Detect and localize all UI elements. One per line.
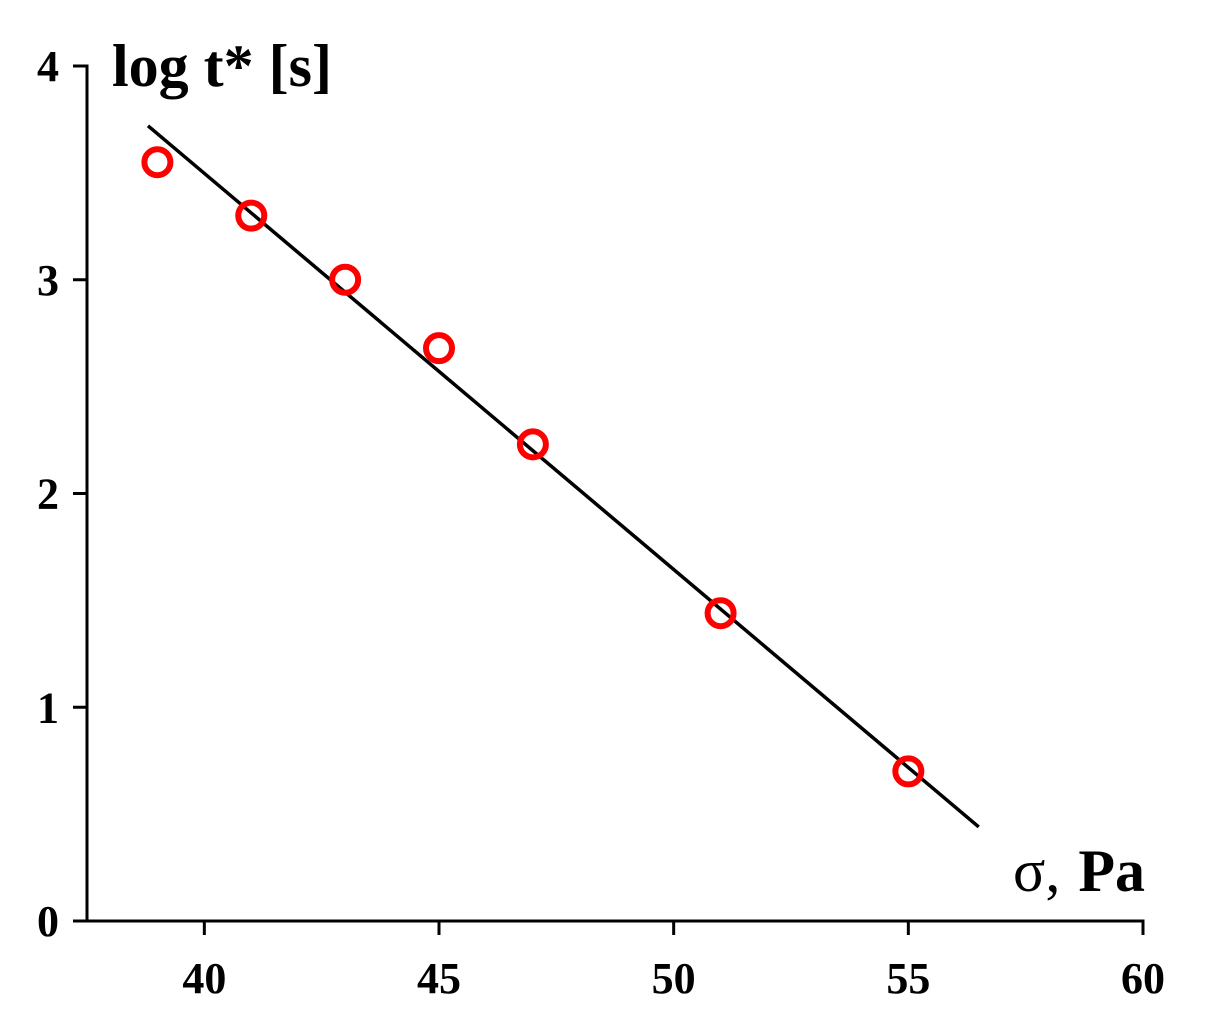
y-tick-label: 2 bbox=[37, 470, 59, 519]
data-point bbox=[423, 332, 455, 365]
x-tick-label: 40 bbox=[182, 954, 226, 1003]
axes bbox=[85, 64, 1145, 923]
x-tick-label: 45 bbox=[417, 954, 461, 1003]
x-axis-title-unit: Pa bbox=[1078, 838, 1145, 904]
x-axis-ticks: 40 45 50 55 60 bbox=[182, 921, 1165, 1003]
x-axis-title: σ, Pa bbox=[1013, 838, 1145, 904]
data-point bbox=[235, 199, 268, 232]
x-tick-label: 60 bbox=[1121, 954, 1165, 1003]
y-axis-ticks: 0 1 2 3 4 bbox=[37, 42, 87, 946]
y-tick-label: 1 bbox=[37, 683, 59, 732]
data-point bbox=[329, 263, 362, 296]
data-points bbox=[141, 146, 925, 788]
y-tick-label: 4 bbox=[37, 42, 59, 91]
y-tick-label: 0 bbox=[37, 897, 59, 946]
data-point bbox=[892, 755, 925, 788]
x-tick-label: 55 bbox=[886, 954, 930, 1003]
x-axis-title-symbol: σ, bbox=[1013, 838, 1060, 904]
y-axis-title: log t* [s] bbox=[112, 33, 332, 99]
data-point bbox=[704, 597, 737, 630]
fit-line-layer bbox=[146, 124, 980, 829]
data-point bbox=[516, 428, 549, 461]
y-tick-label: 3 bbox=[37, 256, 59, 305]
y-axis-title-text: log t* [s] bbox=[112, 33, 332, 99]
data-point bbox=[141, 146, 174, 179]
fit-line bbox=[146, 124, 980, 829]
x-tick-label: 50 bbox=[652, 954, 696, 1003]
